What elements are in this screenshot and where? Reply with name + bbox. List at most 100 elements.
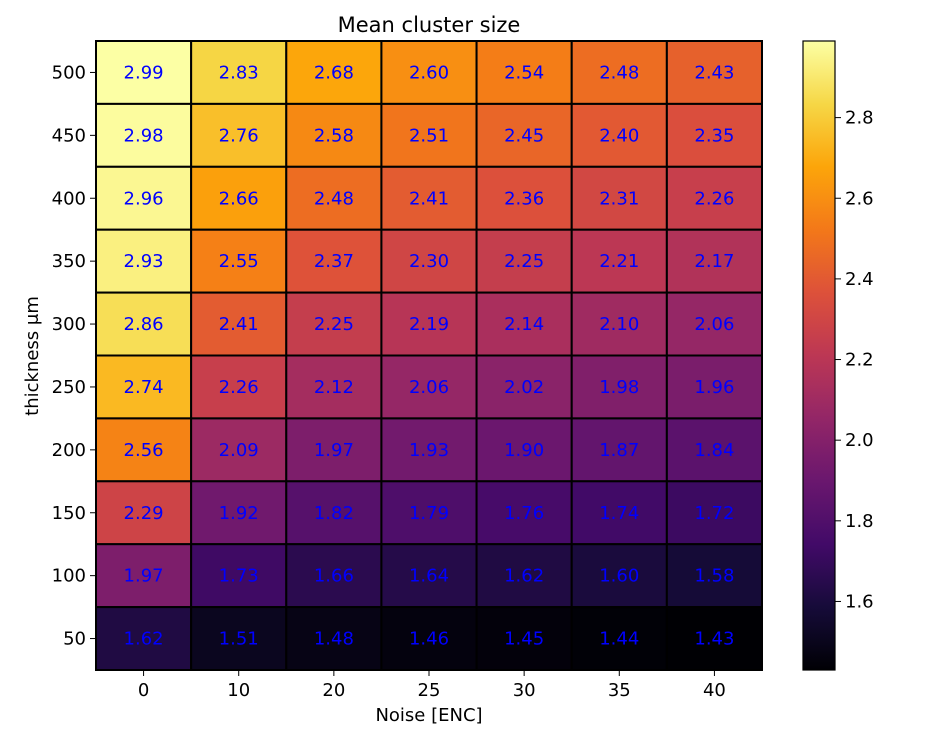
cell-value-label: 2.02 xyxy=(504,377,544,398)
heatmap-cell xyxy=(285,165,383,231)
heatmap-cell xyxy=(475,354,573,420)
cell-value-label: 2.30 xyxy=(409,251,449,272)
cell-value-label: 2.58 xyxy=(314,125,354,146)
heatmap-cell xyxy=(665,165,763,231)
cell-value-label: 1.79 xyxy=(409,503,449,524)
cell-value-label: 1.46 xyxy=(409,629,449,650)
cell-value-label: 1.62 xyxy=(124,629,164,650)
heatmap-cell xyxy=(665,102,763,168)
heatmap-cell xyxy=(190,165,288,231)
y-tick-label: 100 xyxy=(52,566,86,587)
cell-value-label: 2.14 xyxy=(504,314,544,335)
cell-value-label: 2.74 xyxy=(124,377,164,398)
colorbar-tick-label: 2.8 xyxy=(845,108,874,129)
cell-value-label: 2.66 xyxy=(219,188,259,209)
heatmap-cell xyxy=(380,417,478,483)
cell-value-label: 2.41 xyxy=(219,314,259,335)
colorbar: 1.6 1.8 2.0 2.2 2.4 2.6 2.8 xyxy=(802,40,874,671)
cell-value-label: 2.51 xyxy=(409,125,449,146)
cell-value-label: 2.21 xyxy=(599,251,639,272)
y-tick-label: 400 xyxy=(52,188,86,209)
heatmap-cell xyxy=(570,417,668,483)
cell-value-label: 2.55 xyxy=(219,251,259,272)
cell-value-label: 2.56 xyxy=(124,440,164,461)
heatmap-cell xyxy=(190,40,288,105)
cell-value-label: 2.19 xyxy=(409,314,449,335)
heatmap-cell xyxy=(95,606,193,671)
y-axis-ticks: 500 450 400 350 300 250 200 150 100 50 xyxy=(52,62,96,650)
y-tick-label: 500 xyxy=(52,62,86,83)
cell-value-label: 1.60 xyxy=(599,566,639,587)
cell-value-label: 1.96 xyxy=(694,377,734,398)
cell-value-label: 1.66 xyxy=(314,566,354,587)
x-axis-ticks: 0 10 20 25 30 35 40 xyxy=(138,670,726,701)
heatmap-cell xyxy=(190,354,288,420)
cell-value-label: 2.31 xyxy=(599,188,639,209)
heatmap-cell xyxy=(665,480,763,546)
y-tick-label: 350 xyxy=(52,251,86,272)
cell-value-label: 2.86 xyxy=(124,314,164,335)
heatmap-cell xyxy=(190,480,288,546)
cell-value-label: 2.06 xyxy=(694,314,734,335)
cell-value-label: 1.93 xyxy=(409,440,449,461)
heatmap-cell xyxy=(665,228,763,294)
colorbar-tick-label: 2.0 xyxy=(845,430,874,451)
cell-value-label: 2.09 xyxy=(219,440,259,461)
heatmap-cell xyxy=(380,165,478,231)
y-tick-label: 150 xyxy=(52,503,86,524)
cell-value-label: 1.97 xyxy=(314,440,354,461)
x-tick-label: 20 xyxy=(322,680,345,701)
cell-value-label: 1.76 xyxy=(504,503,544,524)
colorbar-tick-label: 2.6 xyxy=(845,188,874,209)
cell-value-label: 1.74 xyxy=(599,503,639,524)
cell-value-label: 1.64 xyxy=(409,566,449,587)
y-tick-label: 450 xyxy=(52,125,86,146)
heatmap-cell xyxy=(475,543,573,609)
cell-value-label: 1.97 xyxy=(124,566,164,587)
x-axis-label: Noise [ENC] xyxy=(375,705,482,726)
colorbar-tick-label: 2.2 xyxy=(845,350,874,371)
cell-value-label: 2.54 xyxy=(504,62,544,83)
cell-value-label: 2.48 xyxy=(599,62,639,83)
colorbar-bar xyxy=(802,40,836,671)
y-tick-label: 200 xyxy=(52,440,86,461)
x-tick-label: 25 xyxy=(418,680,441,701)
cell-value-label: 1.48 xyxy=(314,629,354,650)
heatmap-cell xyxy=(190,228,288,294)
y-axis-label: thickness μm xyxy=(22,296,43,416)
heatmap-cell xyxy=(285,291,383,357)
heatmap-cell xyxy=(475,102,573,168)
cell-value-label: 1.87 xyxy=(599,440,639,461)
cell-value-label: 1.92 xyxy=(219,503,259,524)
cell-value-label: 1.58 xyxy=(694,566,734,587)
cell-value-label: 1.84 xyxy=(694,440,734,461)
cell-value-label: 1.62 xyxy=(504,566,544,587)
x-tick-label: 35 xyxy=(608,680,631,701)
heatmap-cell xyxy=(95,354,193,420)
cell-value-label: 2.25 xyxy=(314,314,354,335)
heatmap-cell xyxy=(95,291,193,357)
cell-value-label: 2.12 xyxy=(314,377,354,398)
heatmap-cell xyxy=(665,417,763,483)
x-tick-label: 10 xyxy=(227,680,250,701)
cell-value-label: 2.96 xyxy=(124,188,164,209)
cell-value-label: 2.43 xyxy=(694,62,734,83)
cell-value-label: 1.44 xyxy=(599,629,639,650)
heatmap-cell xyxy=(380,480,478,546)
cell-value-label: 2.26 xyxy=(219,377,259,398)
y-tick-label: 50 xyxy=(63,629,86,650)
colorbar-tick-label: 1.8 xyxy=(845,511,874,532)
heatmap-cell xyxy=(570,228,668,294)
heatmap-cell xyxy=(95,228,193,294)
heatmap-cell xyxy=(570,606,668,671)
chart-title: Mean cluster size xyxy=(338,13,521,37)
cell-value-label: 1.43 xyxy=(694,629,734,650)
cell-value-label: 2.83 xyxy=(219,62,259,83)
heatmap-cell xyxy=(380,606,478,671)
cell-value-label: 1.98 xyxy=(599,377,639,398)
heatmap-cell xyxy=(665,354,763,420)
heatmap-cell xyxy=(475,606,573,671)
heatmap-cell xyxy=(570,165,668,231)
cell-value-label: 2.48 xyxy=(314,188,354,209)
